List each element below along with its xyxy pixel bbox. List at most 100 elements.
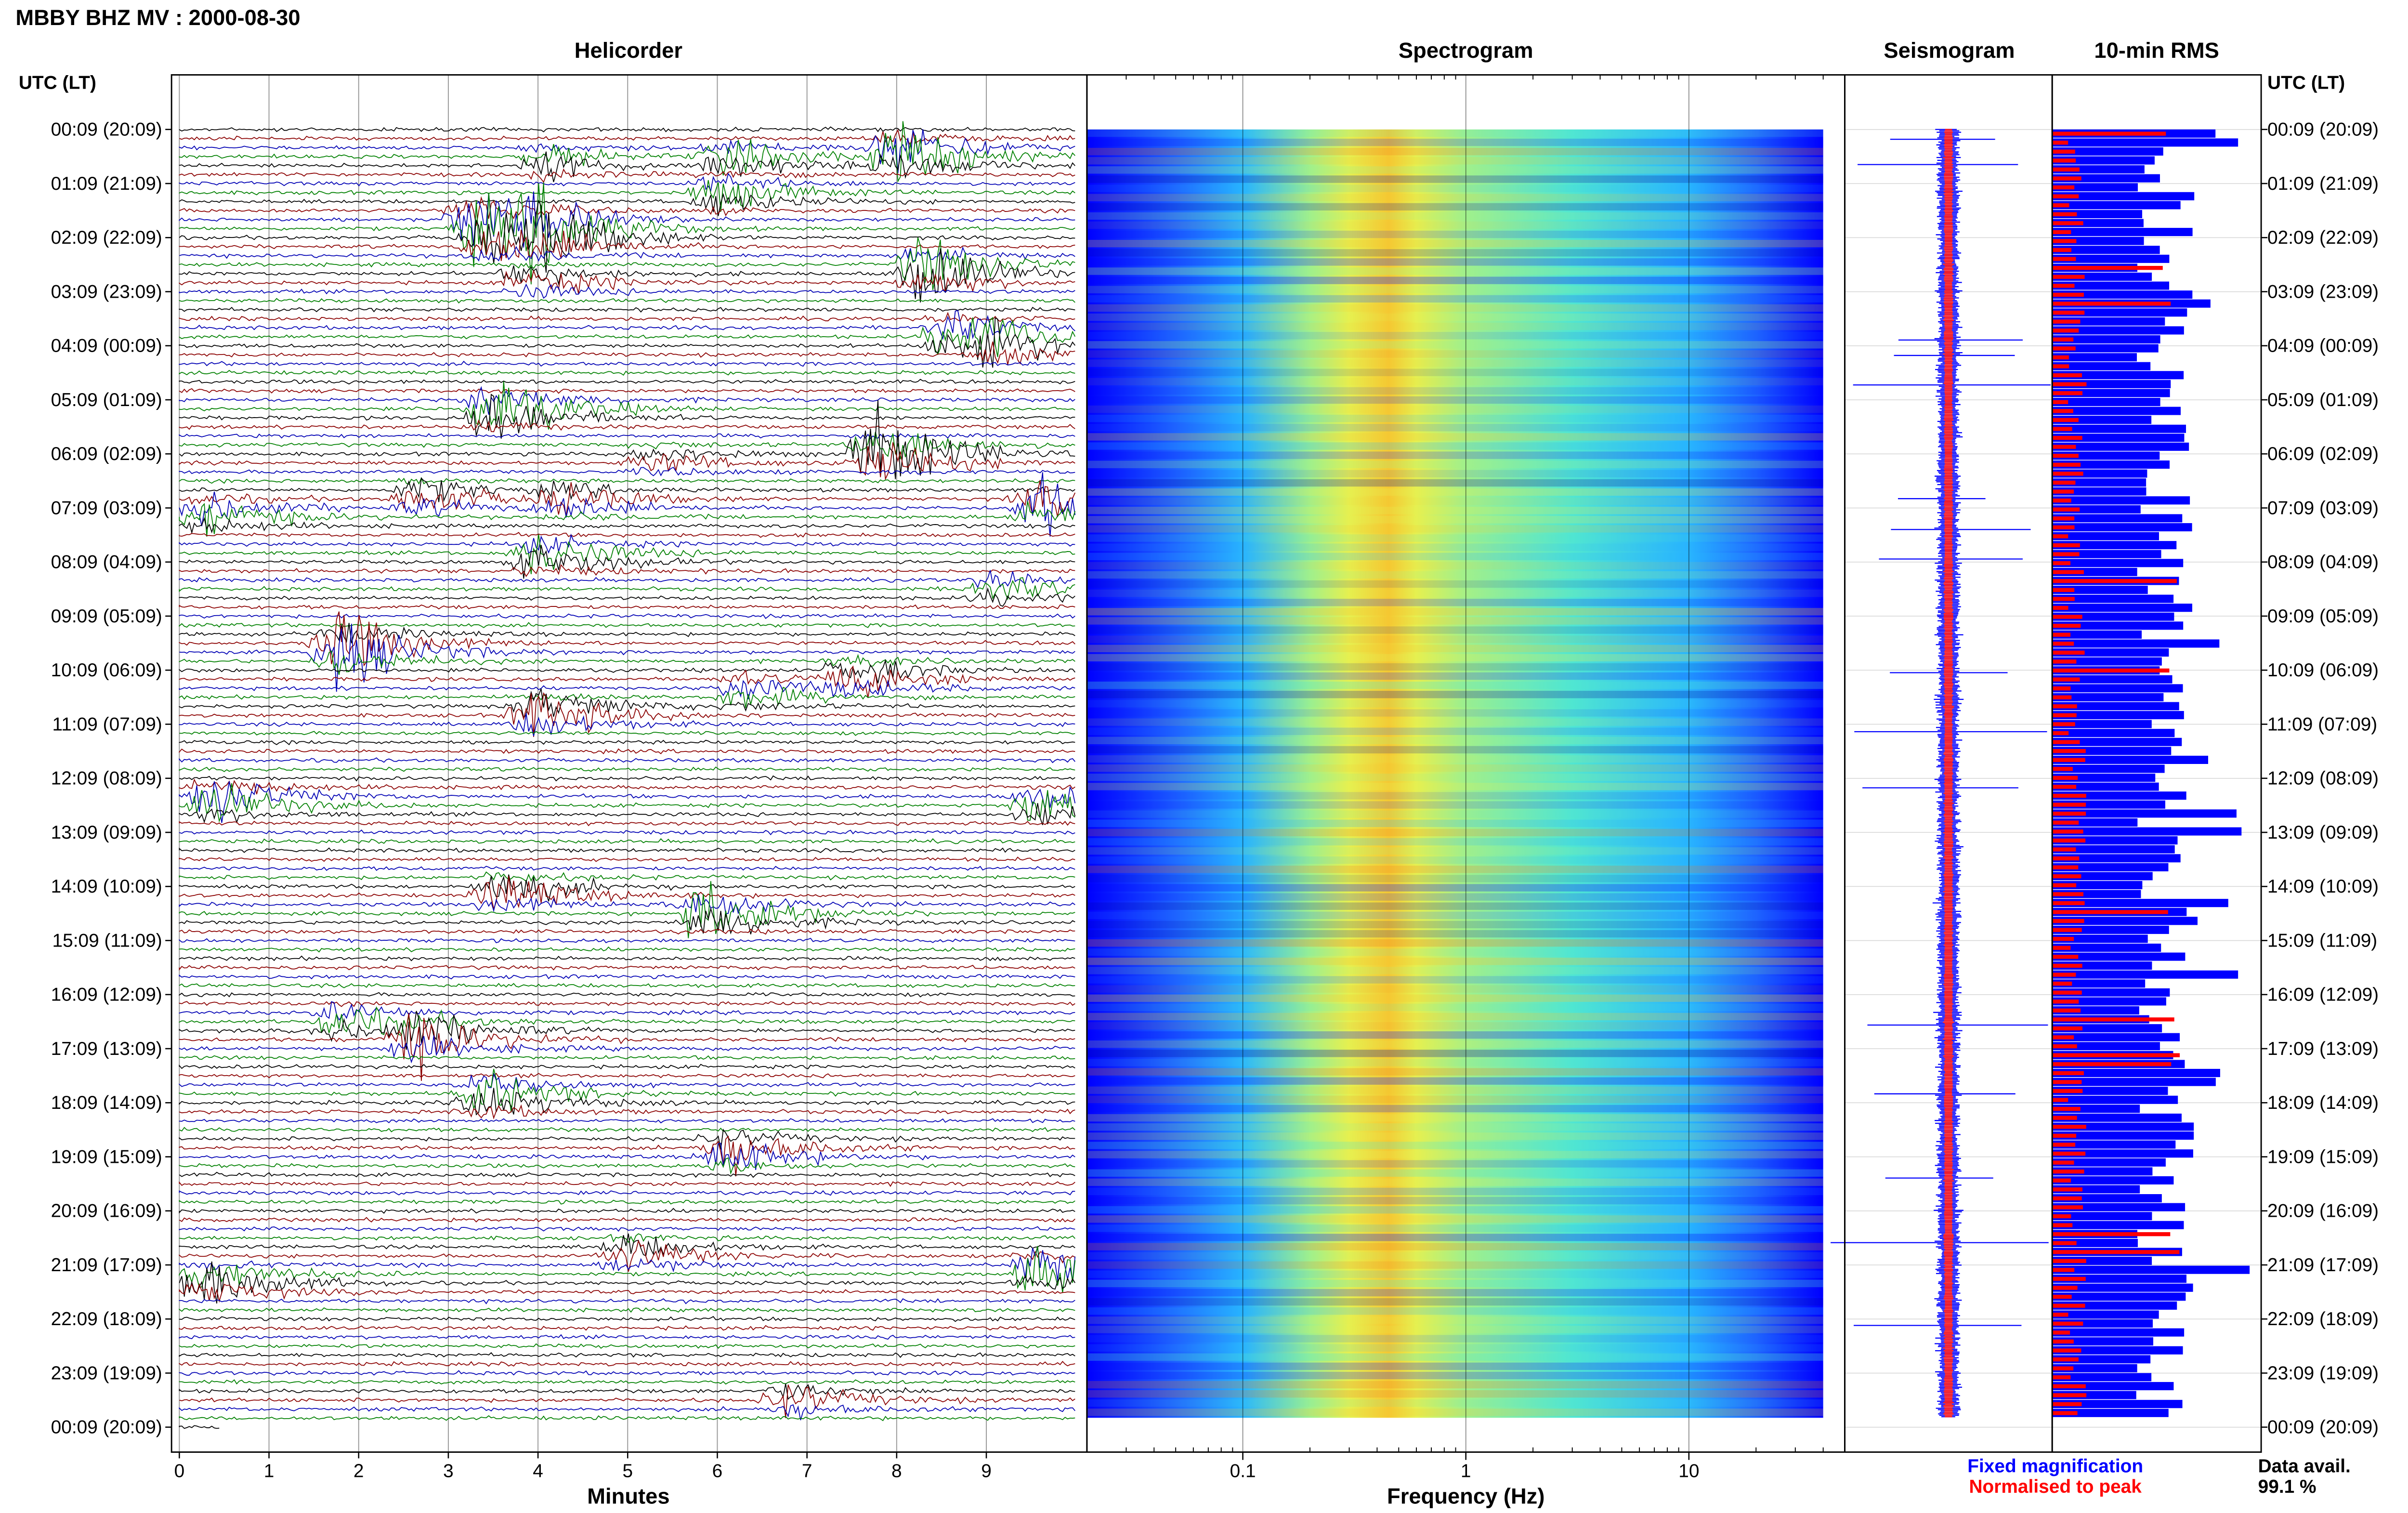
helicorder-trace: [179, 129, 1075, 147]
rms-bar-normalised: [2052, 1348, 2081, 1353]
helicorder-trace: [179, 229, 1075, 261]
spectrogram-row: [1086, 654, 1823, 662]
spectrogram-row: [1086, 129, 1823, 137]
rms-bar-fixed: [2052, 523, 2192, 532]
rms-bar-normalised: [2052, 588, 2075, 592]
spectrogram-row: [1086, 525, 1823, 533]
rms-bar-fixed: [2052, 764, 2165, 773]
rms-bar-fixed: [2052, 917, 2198, 925]
rms-bar-normalised: [2052, 257, 2076, 261]
spectrogram-row: [1086, 599, 1823, 606]
spectrogram-row: [1086, 1390, 1823, 1398]
rms-bar-normalised: [2052, 1080, 2082, 1084]
helicorder-trace: [179, 1088, 1075, 1116]
helicorder-trace: [179, 312, 1075, 323]
spectrogram-row: [1086, 460, 1823, 468]
data-availability-value: 99.1 %: [2258, 1475, 2316, 1498]
helicorder-trace: [179, 1006, 1075, 1037]
rms-bar-normalised: [2052, 1205, 2083, 1210]
helicorder-trace: [179, 881, 1075, 938]
rms-bar-fixed: [2052, 639, 2220, 648]
helicorder-trace: [179, 501, 1076, 537]
rms-bar-fixed: [2052, 254, 2170, 263]
helicorder-trace: [179, 1316, 1075, 1322]
time-label-left: 10:09 (06:09): [51, 660, 162, 681]
rms-bar-normalised: [2052, 1044, 2077, 1049]
time-label-right: 00:09 (20:09): [2267, 1417, 2379, 1438]
spectrogram-row: [1086, 635, 1823, 643]
rms-bar-normalised: [2052, 472, 2083, 476]
rms-bar-fixed: [2052, 711, 2184, 720]
minute-tick-label: 3: [443, 1460, 454, 1481]
spectrogram-row: [1086, 1362, 1823, 1370]
rms-bar-normalised: [2052, 937, 2074, 941]
rms-bar-normalised: [2052, 838, 2086, 843]
helicorder-trace: [179, 1425, 220, 1429]
helicorder-trace: [179, 386, 1075, 415]
rms-bar-fixed: [2052, 1158, 2166, 1167]
rms-bar-normalised: [2052, 820, 2079, 825]
spectrogram-row: [1086, 985, 1823, 993]
helicorder-trace: [179, 388, 1075, 394]
rms-bar-normalised: [2052, 400, 2068, 404]
helicorder-trace: [179, 182, 1075, 285]
rms-bar-normalised: [2052, 507, 2080, 512]
helicorder-trace: [179, 1334, 1075, 1340]
time-label-right: 05:09 (01:09): [2267, 390, 2379, 410]
spectrogram-row: [1086, 387, 1823, 395]
rms-bar-fixed: [2052, 1310, 2159, 1319]
rms-bar-fixed: [2052, 451, 2160, 460]
helicorder-trace: [179, 838, 1075, 844]
time-label-right: 00:09 (20:09): [2267, 119, 2379, 140]
helicorder-trace: [179, 623, 1075, 692]
rms-bar-fixed: [2052, 1373, 2152, 1381]
rms-bar-normalised: [2052, 1089, 2083, 1093]
spectrogram-row: [1086, 1298, 1823, 1306]
spectrogram-row: [1086, 1316, 1823, 1324]
rms-bar-normalised: [2052, 1402, 2082, 1407]
helicorder-trace: [179, 820, 1075, 827]
spectrogram-row: [1086, 359, 1823, 367]
rms-bar-normalised: [2052, 1160, 2074, 1165]
helicorder-trace: [179, 379, 1075, 385]
rms-bar-normalised: [2052, 167, 2080, 172]
rms-bar-normalised: [2052, 642, 2074, 646]
helicorder-trace: [179, 983, 1075, 988]
helicorder-trace: [179, 1415, 1075, 1421]
legend-normalised-to-peak: Normalised to peak: [1969, 1475, 2142, 1498]
helicorder-trace: [179, 172, 1075, 192]
rms-bar-normalised: [2052, 910, 2168, 914]
rms-bar-normalised: [2052, 445, 2076, 449]
spectrogram-background: [1086, 129, 1823, 1418]
helicorder-trace: [179, 480, 1076, 517]
rms-bar-normalised: [2052, 1008, 2081, 1013]
spectrogram-row: [1086, 350, 1823, 358]
helicorder-trace: [179, 1118, 1075, 1124]
spectrogram-row: [1086, 967, 1823, 974]
rms-bar-fixed: [2052, 397, 2160, 407]
rms-bar-fixed: [2052, 809, 2237, 818]
spectrogram-row: [1086, 378, 1823, 385]
seismogram-title: Seismogram: [1884, 37, 2015, 63]
rms-bar-fixed: [2052, 997, 2166, 1006]
helicorder-trace: [179, 577, 1075, 601]
helicorder-trace: [179, 665, 1075, 698]
spectrogram-row: [1086, 396, 1823, 404]
rms-bar-normalised: [2052, 615, 2082, 619]
helicorder-trace: [179, 477, 1075, 485]
rms-bar-fixed: [2052, 1364, 2137, 1372]
rms-bar-normalised: [2052, 767, 2073, 771]
spectrogram-row: [1086, 709, 1823, 717]
spectrogram-row: [1086, 258, 1823, 266]
rms-frame: [2051, 74, 2262, 1453]
rms-bar-normalised: [2052, 865, 2079, 869]
rms-bar-normalised: [2052, 632, 2071, 637]
rms-bar-fixed: [2052, 487, 2146, 496]
helicorder-trace: [179, 829, 1075, 836]
rms-bar-normalised: [2052, 856, 2080, 861]
rms-bar-normalised: [2052, 489, 2074, 494]
frequency-axis-label: Frequency (Hz): [1387, 1483, 1545, 1509]
helicorder-trace: [179, 964, 1075, 971]
helicorder-trace: [179, 1001, 1075, 1021]
helicorder-trace: [179, 1011, 1075, 1050]
